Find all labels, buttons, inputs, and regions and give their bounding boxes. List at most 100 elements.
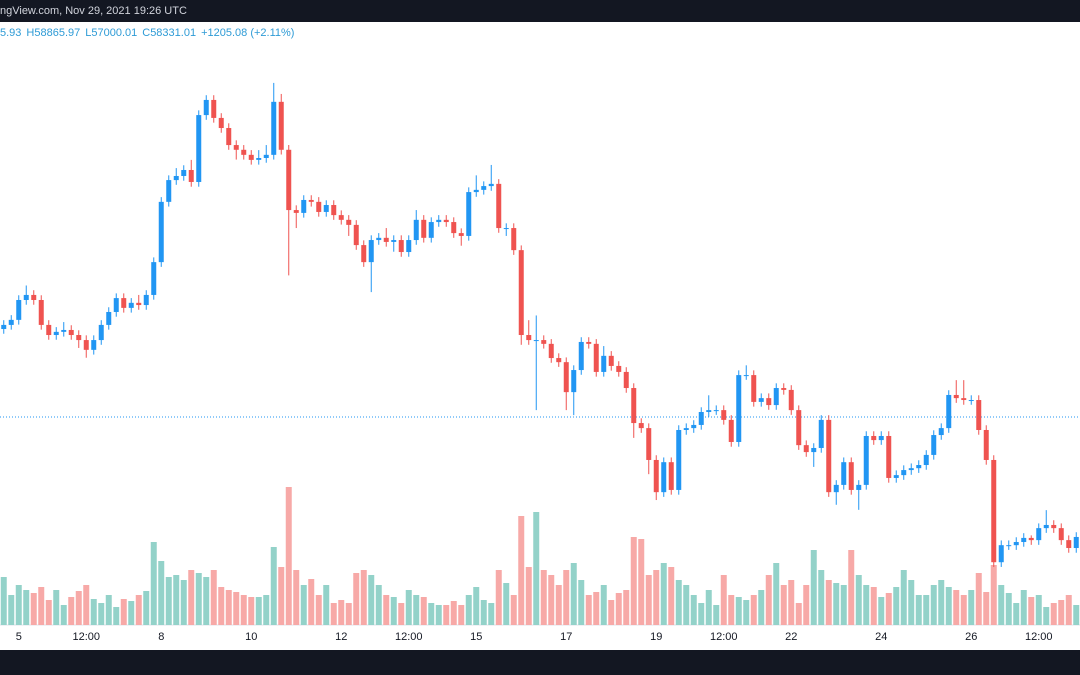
candle-body bbox=[826, 419, 832, 493]
volume-bar bbox=[1013, 603, 1020, 625]
volume-bar bbox=[428, 603, 435, 625]
volume-bar bbox=[98, 603, 105, 625]
volume-bar bbox=[330, 603, 337, 625]
volume-bar bbox=[278, 567, 285, 625]
candle-body bbox=[923, 454, 929, 466]
volume-bar bbox=[23, 590, 30, 625]
volume-bar bbox=[255, 597, 262, 625]
volume-bar bbox=[510, 595, 517, 625]
candle-body bbox=[556, 358, 562, 363]
candle-body bbox=[496, 183, 502, 229]
volume-bar bbox=[638, 539, 645, 625]
volume-bar bbox=[855, 575, 862, 625]
volume-bar bbox=[90, 599, 97, 625]
candle-body bbox=[871, 435, 877, 441]
volume-bar bbox=[240, 595, 247, 625]
volume-bar bbox=[908, 580, 915, 625]
volume-bar bbox=[165, 577, 172, 625]
volume-bar bbox=[1005, 593, 1012, 625]
volume-bar bbox=[113, 607, 120, 625]
volume-bar bbox=[885, 593, 892, 625]
candle-body bbox=[758, 398, 764, 402]
volume-bar bbox=[285, 487, 292, 625]
volume-bar bbox=[53, 590, 60, 625]
volume-bar bbox=[548, 575, 555, 625]
volume-bar bbox=[750, 595, 757, 625]
candle-body bbox=[661, 462, 667, 493]
volume-bar bbox=[270, 547, 277, 625]
candle-body bbox=[61, 329, 67, 332]
x-tick-label: 19 bbox=[650, 631, 662, 643]
volume-bar bbox=[1073, 605, 1080, 625]
header-bar bbox=[0, 0, 1080, 22]
candle-body bbox=[721, 410, 727, 420]
volume-bar bbox=[953, 590, 960, 625]
volume-bar bbox=[420, 597, 427, 625]
volume-bar bbox=[713, 605, 720, 625]
candle-body bbox=[893, 475, 899, 478]
volume-bar bbox=[503, 583, 510, 625]
candle-body bbox=[278, 101, 284, 150]
candle-body bbox=[458, 233, 464, 236]
x-tick-label: 15 bbox=[470, 631, 482, 643]
candle-body bbox=[473, 189, 479, 193]
volume-bar bbox=[968, 590, 975, 625]
candle-body bbox=[1043, 524, 1049, 529]
volume-bar bbox=[308, 579, 315, 625]
candle-body bbox=[121, 298, 127, 308]
candle-body bbox=[1006, 545, 1012, 547]
candle-body bbox=[488, 183, 494, 187]
candle-body bbox=[593, 343, 599, 372]
candle-body bbox=[128, 302, 134, 308]
volume-bar bbox=[570, 563, 577, 625]
candle-body bbox=[503, 228, 509, 230]
volume-bar bbox=[323, 585, 330, 625]
volume-bar bbox=[998, 585, 1005, 625]
candle-body bbox=[811, 447, 817, 453]
candle-body bbox=[751, 375, 757, 402]
candle-body bbox=[788, 389, 794, 411]
candle-body bbox=[841, 462, 847, 485]
candle-body bbox=[578, 341, 584, 371]
candle-body bbox=[901, 470, 907, 476]
candle-body bbox=[1013, 542, 1019, 546]
volume-bar bbox=[60, 605, 67, 625]
candle-body bbox=[301, 199, 307, 213]
candle-body bbox=[233, 145, 239, 150]
volume-bar bbox=[15, 585, 22, 625]
volume-bar bbox=[83, 585, 90, 625]
volume-bar bbox=[803, 585, 810, 625]
volume-bar bbox=[698, 603, 705, 625]
volume-bar bbox=[923, 595, 930, 625]
candle-body bbox=[668, 462, 674, 490]
volume-bar bbox=[795, 603, 802, 625]
candle-body bbox=[541, 340, 547, 344]
candle-body bbox=[376, 237, 382, 241]
volume-bar bbox=[30, 593, 37, 625]
candle-body bbox=[286, 149, 292, 211]
volume-bar bbox=[293, 570, 300, 625]
candle-body bbox=[218, 117, 224, 129]
volume-bar bbox=[870, 587, 877, 625]
volume-bar bbox=[480, 600, 487, 625]
candle-body bbox=[383, 237, 389, 242]
candle-body bbox=[601, 355, 607, 372]
volume-bar bbox=[660, 563, 667, 625]
candle-body bbox=[68, 329, 74, 336]
volume-bar bbox=[195, 573, 202, 625]
volume-bar bbox=[435, 605, 442, 625]
candle-body bbox=[1066, 540, 1072, 549]
candle-body bbox=[1051, 524, 1057, 529]
candle-body bbox=[526, 335, 532, 341]
volume-bar bbox=[398, 603, 405, 625]
volume-bar bbox=[248, 597, 255, 625]
candle-body bbox=[398, 240, 404, 253]
volume-bar bbox=[338, 600, 345, 625]
candle-body bbox=[368, 240, 374, 263]
volume-bar bbox=[450, 601, 457, 625]
candle-body bbox=[1058, 528, 1064, 541]
volume-bar bbox=[128, 601, 135, 625]
x-tick-label: 8 bbox=[158, 631, 164, 643]
volume-bar bbox=[458, 605, 465, 625]
candle-body bbox=[1073, 536, 1079, 549]
